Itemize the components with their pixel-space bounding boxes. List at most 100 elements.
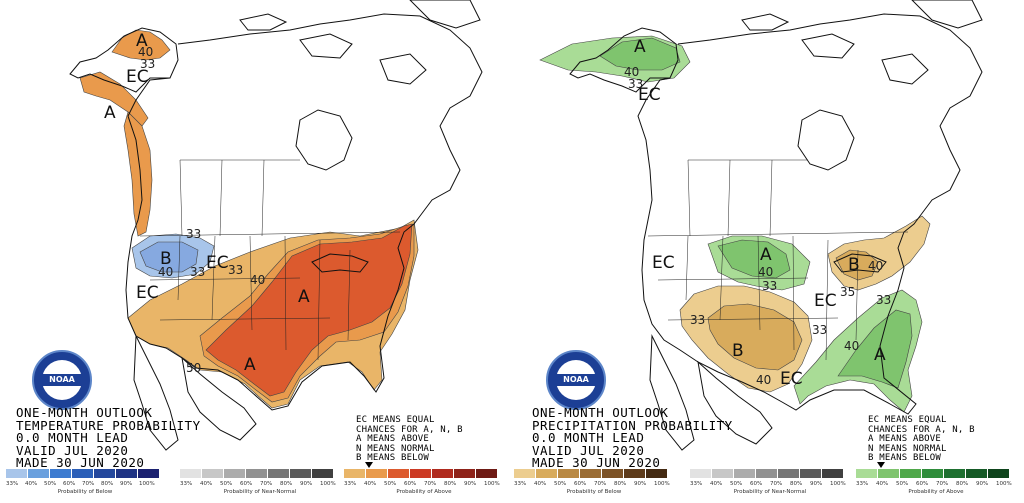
scale-tick-label: 40% [534,481,547,487]
region-label: EC [136,283,159,303]
legend-note-line: N MEANS NORMAL [356,443,435,454]
scale-tick-label: 80% [280,481,293,487]
scale-tick-label: 70% [594,481,607,487]
region-label: B [160,249,172,269]
scale-tick-label: 40% [364,481,377,487]
scale-swatches [514,469,674,478]
legend-note-line: CHANCES FOR A, N, B [356,424,463,435]
bc-coast-above-region [123,111,153,237]
scale-swatch [366,469,388,478]
continent-outlines [69,0,483,451]
legend-note-line: EC MEANS EQUAL [356,415,435,425]
scale-tick-label: 33% [180,481,193,487]
southeast-above-40-region [837,309,913,389]
scale-swatch [856,469,878,478]
legend-note-line: EC MEANS EQUAL [868,415,947,425]
title-line: 0.0 MONTH LEAD [16,430,129,445]
contour-label: 40 [868,259,883,273]
contour-label: 40 [844,339,859,353]
contour-label: 40 [624,65,639,79]
scale-ticks: 33% 40% 50% 60% 70% 80% 90% 100% [344,481,504,487]
scale-tick-label: 33% [690,481,703,487]
title-line: 0.0 MONTH LEAD [532,430,645,445]
scale-tick-label: 60% [63,481,76,487]
legend-note-line: A MEANS ABOVE [356,434,430,444]
contour-label: 33 [186,227,201,241]
southwest-below-40-region [707,303,803,371]
scale-swatch [580,469,602,478]
scale-swatch [900,469,922,478]
region-label: A [874,345,886,365]
scale-swatch [388,469,410,478]
region-label: EC [206,253,229,273]
region-label: EC [652,253,675,273]
region-label: A [760,245,772,265]
scale-swatch [50,469,72,478]
region-label: EC [814,291,837,311]
scale-tick-label: 60% [916,481,929,487]
scale-title: Probability of Above [396,489,452,495]
scale-swatch [878,469,900,478]
temp-above-scale: 33% 40% 50% 60% 70% 80% 90% 100% Probability of… [344,469,504,503]
scale-tick-label: 90% [634,481,647,487]
scale-tick-label: 90% [810,481,823,487]
scale-swatch [536,469,558,478]
scale-swatch [558,469,580,478]
scale-tick-label: 80% [444,481,457,487]
region-label: EC [780,369,803,389]
region-label: A [136,31,148,51]
scale-swatch [202,469,224,478]
scale-tick-label: 100% [830,481,846,487]
scale-swatch [712,469,734,478]
scale-swatch [988,469,1010,478]
temp-normal-scale: 33% 40% 50% 60% 70% 80% 90% 100% Probability of… [180,469,340,503]
contour-label: 33 [812,323,827,337]
region-label: A [298,287,310,307]
scale-ticks: 33% 40% 50% 60% 70% 80% 90% 100% [856,481,1016,487]
scale-tick-label: 90% [464,481,477,487]
scale-tick-label: 40% [25,481,38,487]
scale-tick-label: 40% [876,481,889,487]
great-lakes-below-33-region [827,215,931,291]
scale-swatch [690,469,712,478]
scale-tick-label: 100% [320,481,336,487]
scale-tick-label: 50% [896,481,909,487]
scale-swatch [410,469,432,478]
scale-tick-label: 70% [82,481,95,487]
arrow-down-icon [365,462,373,468]
contour-label: 40 [138,45,153,59]
contour-label: 40 [758,265,773,279]
scale-tick-label: 33% [514,481,527,487]
scale-swatches [344,469,504,478]
scale-ticks: 33% 40% 50% 60% 70% 80% 90% 100% [690,481,850,487]
contour-label: 33 [762,279,777,293]
contour-label: 40 [756,373,771,387]
scale-swatch [966,469,988,478]
legend-note-line: B MEANS BELOW [868,453,942,463]
scale-ticks: 33% 40% 50% 60% 70% 80% 90% 100% [6,481,164,487]
scale-tick-label: 70% [260,481,273,487]
great-lakes-below-40-region [835,249,879,281]
temperature-legend-note: EC MEANS EQUAL CHANCES FOR A, N, B A MEA… [356,415,506,464]
scale-tick-label: 33% [6,481,19,487]
alaska-above-40-region [599,37,681,71]
title-line: PRECIPITATION PROBABILITY [532,417,733,433]
scale-swatches [856,469,1016,478]
temperature-title-block: ONE-MONTH OUTLOOK TEMPERATURE PROBABILIT… [16,405,256,470]
contour-label: 33 [690,313,705,327]
title-line: ONE-MONTH OUTLOOK [16,405,153,420]
scale-swatch [454,469,476,478]
scale-swatch [602,469,624,478]
scale-swatch [312,469,334,478]
scale-title: Probability of Below [566,489,622,495]
scale-swatches [6,469,164,478]
scale-swatches [180,469,340,478]
scale-swatch [6,469,28,478]
title-line: MADE 30 JUN 2020 [532,455,661,470]
scale-swatch [290,469,312,478]
precip-below-scale: 33% 40% 50% 60% 70% 80% 90% 100% Probability of… [514,469,674,503]
scale-swatch [514,469,536,478]
temp-below-scale: 33% 40% 50% 60% 70% 80% 90% 100% Probability of… [6,469,164,503]
scale-title: Probability of Near-Normal [223,489,297,495]
scale-swatch [72,469,94,478]
